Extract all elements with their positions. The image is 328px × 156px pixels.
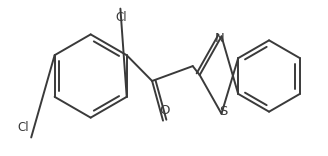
Text: Cl: Cl (115, 11, 127, 24)
Text: Cl: Cl (18, 122, 29, 134)
Text: S: S (219, 105, 228, 118)
Text: O: O (160, 104, 170, 117)
Text: N: N (215, 32, 224, 45)
